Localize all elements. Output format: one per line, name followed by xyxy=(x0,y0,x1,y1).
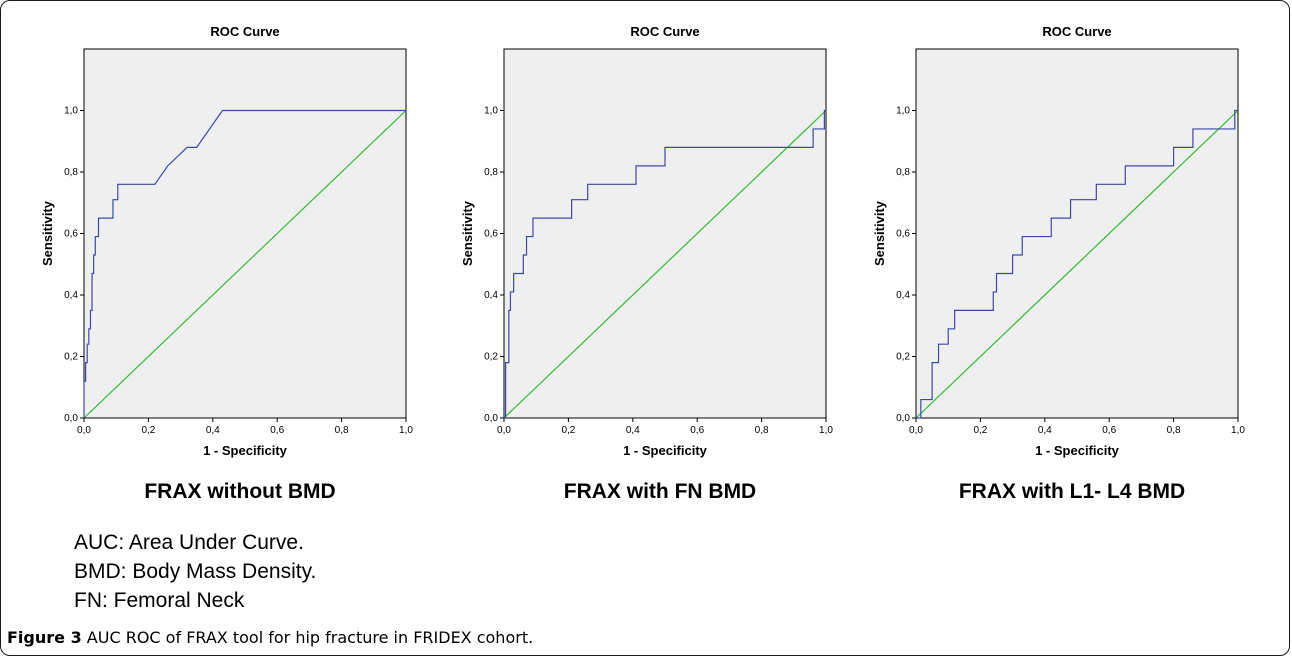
y-tick-label: 0,6 xyxy=(896,229,910,240)
x-axis-label: 1 - Specificity xyxy=(623,443,708,458)
y-tick-label: 0,2 xyxy=(64,352,78,363)
chart-title: ROC Curve xyxy=(1042,24,1111,39)
y-tick-label: 0,4 xyxy=(896,290,910,301)
y-tick-label: 0,4 xyxy=(64,290,78,301)
y-tick-label: 0,0 xyxy=(64,413,78,424)
plot-area xyxy=(503,48,827,419)
panel-label: FRAX with FN BMD xyxy=(563,480,757,503)
plot-area xyxy=(915,48,1239,419)
y-tick-label: 0,0 xyxy=(896,413,910,424)
y-tick-label: 0,0 xyxy=(484,413,498,424)
y-axis-label: Sensitivity xyxy=(872,200,887,266)
reference-line xyxy=(915,110,1239,419)
x-tick-label: 0,8 xyxy=(1167,425,1181,436)
y-tick-label: 0,2 xyxy=(484,352,498,363)
caption-text: AUC ROC of FRAX tool for hip fracture in… xyxy=(86,628,534,647)
legend-line-fn: FN: Femoral Neck xyxy=(74,589,245,612)
roc-curve xyxy=(504,109,826,419)
panel-label: FRAX with L1- L4 BMD xyxy=(958,480,1186,503)
chart-title: ROC Curve xyxy=(630,24,699,39)
y-axis-label: Sensitivity xyxy=(460,200,475,266)
reference-line xyxy=(503,110,827,419)
y-axis-label: Sensitivity xyxy=(40,200,55,266)
x-tick-label: 1,0 xyxy=(819,425,833,436)
y-tick-label: 0,8 xyxy=(484,167,498,178)
roc-panel-frax-without-bmd: ROC Curve 0,0 0,2 0,4 0,6 0,8 1,0 0,0 0,2 0,4 0,6 0… xyxy=(40,20,440,503)
roc-panel-frax-with-l1-l4-bmd: ROC Curve 0,0 0,2 0,4 0,6 0,8 1,0 0,0 0,2 0,4 0,6 0… xyxy=(872,20,1272,503)
legend-line-bmd: BMD: Body Mass Density. xyxy=(74,560,317,583)
x-tick-label: 0,8 xyxy=(335,425,349,436)
x-axis-label: 1 - Specificity xyxy=(1035,443,1120,458)
x-tick-label: 0,6 xyxy=(690,425,704,436)
x-tick-label: 1,0 xyxy=(1231,425,1245,436)
roc-chart-svg: ROC Curve 0,0 0,2 0,4 0,6 0,8 1,0 0,0 0,2 0,4 0,6 0… xyxy=(460,24,833,458)
reference-line xyxy=(83,110,407,419)
y-tick-label: 0,8 xyxy=(896,167,910,178)
y-tick-label: 0,6 xyxy=(484,229,498,240)
x-tick-label: 0,2 xyxy=(141,425,155,436)
y-tick-label: 0,6 xyxy=(64,229,78,240)
roc-panel-frax-with-fn-bmd: ROC Curve 0,0 0,2 0,4 0,6 0,8 1,0 0,0 0,2 0,4 0,6 0… xyxy=(460,20,860,503)
legend-line-auc: AUC: Area Under Curve. xyxy=(74,531,304,554)
x-tick-label: 0,4 xyxy=(1038,425,1052,436)
x-tick-label: 0,4 xyxy=(626,425,640,436)
plot-area xyxy=(83,48,407,419)
x-tick-label: 1,0 xyxy=(399,425,413,436)
y-tick-label: 1,0 xyxy=(896,106,910,117)
x-tick-label: 0,8 xyxy=(755,425,769,436)
abbreviation-legend: AUC: Area Under Curve. BMD: Body Mass De… xyxy=(74,528,316,615)
y-tick-label: 1,0 xyxy=(64,106,78,117)
roc-curve xyxy=(83,109,406,418)
x-tick-label: 0,2 xyxy=(973,425,987,436)
roc-chart-svg: ROC Curve 0,0 0,2 0,4 0,6 0,8 1,0 0,0 0,2 0,4 0,6 0… xyxy=(40,24,413,458)
x-tick-label: 0,0 xyxy=(77,425,91,436)
x-tick-label: 0,0 xyxy=(909,425,923,436)
x-axis-label: 1 - Specificity xyxy=(203,443,288,458)
panel-label: FRAX without BMD xyxy=(144,480,336,503)
caption-label: Figure 3 xyxy=(7,628,82,647)
y-tick-label: 0,2 xyxy=(896,352,910,363)
x-tick-label: 0,6 xyxy=(270,425,284,436)
y-tick-label: 1,0 xyxy=(484,106,498,117)
x-tick-label: 0,6 xyxy=(1102,425,1116,436)
x-tick-label: 0,2 xyxy=(561,425,575,436)
figure-caption: Figure 3 AUC ROC of FRAX tool for hip fr… xyxy=(7,628,533,647)
y-tick-label: 0,8 xyxy=(64,167,78,178)
roc-chart-svg: ROC Curve 0,0 0,2 0,4 0,6 0,8 1,0 0,0 0,2 0,4 0,6 0… xyxy=(872,24,1245,458)
x-tick-label: 0,4 xyxy=(206,425,220,436)
roc-curve xyxy=(916,109,1238,419)
y-tick-label: 0,4 xyxy=(484,290,498,301)
x-tick-label: 0,0 xyxy=(497,425,511,436)
chart-title: ROC Curve xyxy=(210,24,279,39)
